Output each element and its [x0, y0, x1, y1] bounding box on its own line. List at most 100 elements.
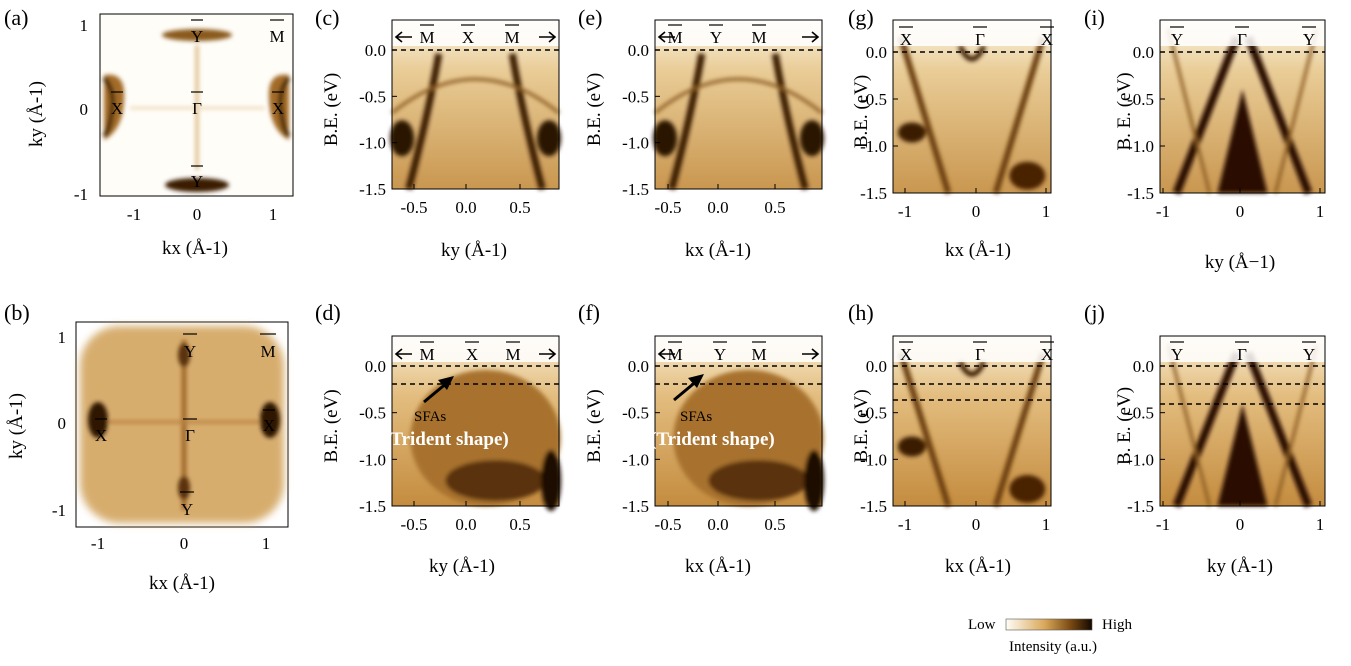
hs-point: Y — [191, 172, 203, 191]
tick-label: 0.0 — [1133, 43, 1154, 62]
tick-label: -1.0 — [860, 137, 887, 156]
legend-low: Low — [968, 617, 996, 633]
x-axis-label: kx (Å-1) — [685, 240, 751, 261]
arrow-right-icon — [539, 348, 557, 360]
arrow-left-icon — [657, 348, 675, 360]
arrow-right-icon — [802, 31, 820, 43]
legend-high: High — [1102, 617, 1133, 633]
tick-label: 0.5 — [509, 198, 530, 217]
tick-label: 1 — [1316, 515, 1325, 534]
x-axis-label: kx (Å-1) — [945, 240, 1011, 261]
tick-label: -1.5 — [860, 184, 887, 203]
x-axis-label: kx (Å-1) — [149, 573, 215, 594]
tick-label: -1 — [1156, 515, 1170, 534]
arrow-left-icon — [394, 348, 412, 360]
tick-label: 0.5 — [509, 515, 530, 534]
intensity-legend: Low High Intensity (a.u.) — [968, 617, 1133, 655]
tick-label: -1 — [52, 501, 66, 520]
tick-label: 0 — [80, 100, 89, 119]
tick-label: 0 — [180, 534, 189, 553]
hs-point: X — [462, 28, 474, 47]
panel-d: (d) M X M SFAs (Trident shape) 0.0 -0.5 -1.0 -1.5… — [315, 300, 561, 577]
y-axis-label: B.E. (eV) — [584, 389, 605, 462]
tick-label: -1.5 — [359, 180, 386, 199]
tick-label: -1 — [898, 515, 912, 534]
hs-point: Y — [191, 27, 203, 46]
tick-label: -0.5 — [860, 90, 887, 109]
y-axis-label: B.E. (eV) — [851, 75, 872, 148]
y-axis-label: B.E. (eV) — [851, 389, 872, 462]
tick-label: -1.0 — [622, 450, 649, 469]
tick-label: -1.5 — [860, 497, 887, 516]
tick-label: 0.0 — [365, 41, 386, 60]
band-dispersion — [390, 53, 561, 190]
hs-point: Y — [1303, 345, 1315, 364]
tick-label: 0.0 — [866, 43, 887, 62]
hs-point: M — [419, 28, 434, 47]
tick-label: 1 — [1042, 202, 1051, 221]
hs-point: M — [751, 28, 766, 47]
hs-point: X — [1041, 30, 1053, 49]
panel-j: (j) Y Γ Y 0.0 -0.5 -1.0 -1.5-1 0 1 ky (Å-1) B. E. (… — [1084, 300, 1326, 577]
tick-label: -0.5 — [401, 198, 428, 217]
tick-label: 0 — [972, 202, 981, 221]
x-axis-label: ky (Å-1) — [429, 556, 495, 577]
tick-label: 1 — [262, 534, 271, 553]
tick-label: 0.0 — [365, 357, 386, 376]
legend-caption: Intensity (a.u.) — [1009, 639, 1097, 655]
panel-label: (b) — [4, 300, 30, 325]
tick-label: -0.5 — [401, 515, 428, 534]
tick-label: -1.5 — [622, 497, 649, 516]
tick-label: -0.5 — [1127, 90, 1154, 109]
band-panels: (c) M X M 0.0 -0.5 -1.0 -1.5 -0.5 0.0 0.5 ky (Å-1) B… — [315, 5, 1326, 577]
hs-point: M — [504, 28, 519, 47]
hs-point: Y — [714, 345, 726, 364]
hs-point: Γ — [975, 345, 985, 364]
y-axis-label: B.E. (eV) — [321, 73, 342, 146]
band-dispersion — [1166, 28, 1319, 195]
hs-point: Y — [184, 342, 196, 361]
tick-label: 0 — [58, 414, 67, 433]
panel-i: (i) Y Γ Y 0.0 -0.5 -1.0 -1.5-1 0 1 ky (Å−1) B. E. (… — [1084, 5, 1326, 273]
band-dispersion — [410, 370, 561, 512]
x-axis-label: kx (Å-1) — [685, 556, 751, 577]
panel-label: (c) — [315, 5, 339, 30]
panel-c: (c) M X M 0.0 -0.5 -1.0 -1.5 -0.5 0.0 0.5 ky (Å-1) B… — [315, 5, 561, 261]
panel-label: (i) — [1084, 5, 1105, 30]
hs-point: X — [95, 426, 107, 445]
hs-point: X — [466, 345, 478, 364]
x-axis-label: kx (Å-1) — [945, 556, 1011, 577]
tick-label: 0.0 — [866, 357, 887, 376]
tick-label: 0.0 — [707, 515, 728, 534]
tick-label: 1 — [58, 328, 67, 347]
x-axis-label: kx (Å-1) — [162, 238, 228, 259]
hs-point: M — [260, 342, 275, 361]
x-axis-label: ky (Å-1) — [441, 240, 507, 261]
tick-label: -1 — [74, 185, 88, 204]
panel-h: (h) X Γ X 0.0 -0.5 -1.0 -1.5 -1 0 1 kx (Å-1) B.E. (e… — [848, 300, 1054, 577]
tick-label: 0.0 — [628, 41, 649, 60]
tick-label: -0.5 — [359, 87, 386, 106]
tick-label: -0.5 — [622, 404, 649, 423]
arrow-left-icon — [394, 31, 412, 43]
annotation-trident: (Trident shape) — [384, 429, 509, 450]
tick-label: 0.0 — [628, 357, 649, 376]
y-axis-label: B.E. (eV) — [321, 389, 342, 462]
tick-label: -1.5 — [359, 497, 386, 516]
hs-point: Y — [181, 500, 193, 519]
tick-label: -0.5 — [1127, 404, 1154, 423]
tick-label: 0 — [193, 205, 202, 224]
tick-label: -1.0 — [1127, 137, 1154, 156]
colorbar — [1005, 618, 1093, 631]
band-dispersion — [897, 352, 1046, 507]
tick-label: 1 — [1316, 202, 1325, 221]
panel-a: (a) Y M X Γ X Y -1 0 1 1 0 -1 kx (Å-1) k… — [4, 5, 294, 259]
hs-point: Y — [710, 28, 722, 47]
hs-point: M — [505, 345, 520, 364]
tick-label: 1 — [269, 205, 278, 224]
panel-label: (g) — [848, 5, 874, 30]
panel-label: (h) — [848, 300, 874, 325]
hs-point: Γ — [185, 426, 195, 445]
y-axis-label: B. E. (eV) — [1114, 387, 1135, 465]
